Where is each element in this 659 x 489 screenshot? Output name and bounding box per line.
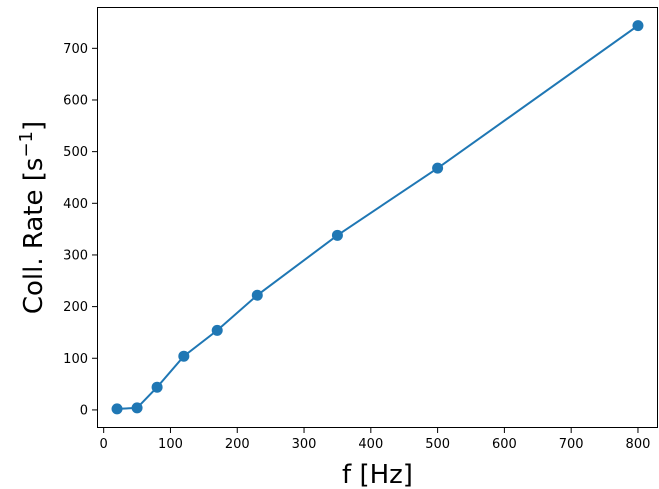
data-point bbox=[251, 289, 263, 301]
y-tick-label: 500 bbox=[63, 145, 88, 160]
y-tick-label: 600 bbox=[63, 93, 88, 108]
y-tick-label: 300 bbox=[63, 248, 88, 263]
data-point bbox=[432, 162, 444, 174]
data-point bbox=[111, 403, 123, 415]
y-tick-label: 100 bbox=[63, 352, 88, 367]
x-tick-label: 600 bbox=[492, 437, 517, 452]
y-tick-label: 700 bbox=[63, 42, 88, 57]
x-tick-label: 500 bbox=[425, 437, 450, 452]
x-tick-label: 200 bbox=[225, 437, 250, 452]
series-line bbox=[116, 24, 639, 410]
data-point bbox=[632, 20, 644, 32]
x-tick-label: 800 bbox=[626, 437, 651, 452]
x-tick-label: 300 bbox=[292, 437, 317, 452]
y-tick-label: 0 bbox=[80, 403, 88, 418]
y-tick-label: 200 bbox=[63, 300, 88, 315]
x-tick-label: 400 bbox=[358, 437, 383, 452]
data-point bbox=[131, 402, 143, 414]
series-layer bbox=[111, 20, 644, 415]
y-axis-title-superscript: −1 bbox=[16, 131, 37, 158]
y-axis-title: Coll. Rate [s−1] bbox=[16, 121, 49, 314]
data-point bbox=[178, 350, 190, 362]
x-axis-title: f [Hz] bbox=[342, 460, 413, 489]
plot-area-frame bbox=[97, 7, 658, 428]
y-axis-title-main: Coll. Rate [s bbox=[19, 158, 49, 315]
y-axis-title-close: ] bbox=[19, 121, 49, 131]
y-tick-label: 400 bbox=[63, 197, 88, 212]
data-point bbox=[331, 229, 343, 241]
data-point bbox=[211, 324, 223, 336]
ticks-layer: 0 100 200 300 400 500 600 700 800 0 100 200 300 400 50… bbox=[63, 42, 650, 452]
x-tick-label: 100 bbox=[158, 437, 183, 452]
x-tick-label: 0 bbox=[100, 437, 108, 452]
data-point bbox=[151, 381, 163, 393]
x-tick-label: 700 bbox=[559, 437, 584, 452]
